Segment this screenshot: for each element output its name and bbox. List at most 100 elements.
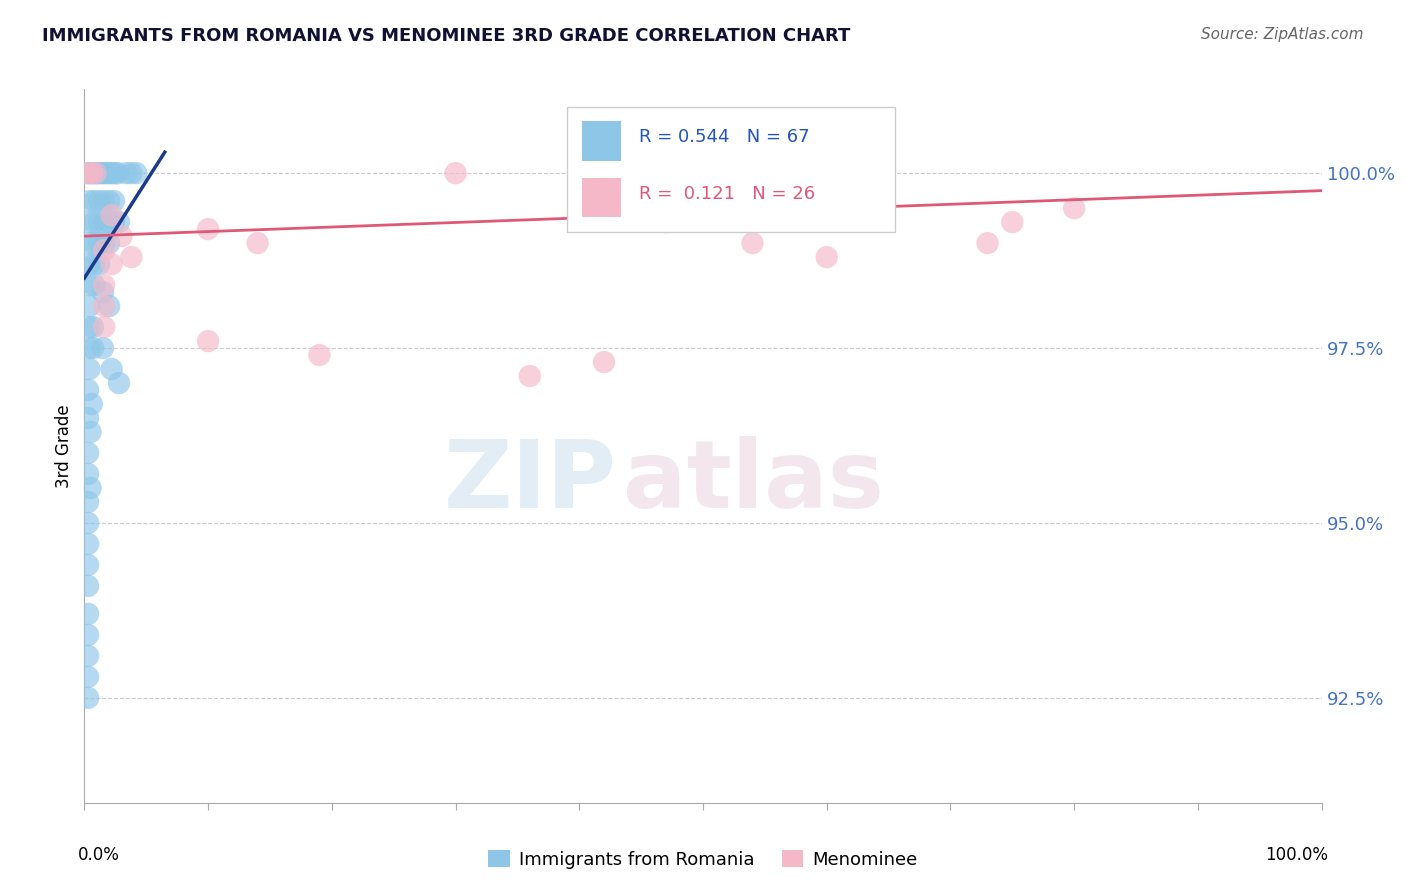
Point bbox=[93, 194, 115, 208]
Text: 0.0%: 0.0% bbox=[79, 846, 120, 863]
Point bbox=[84, 166, 107, 180]
Point bbox=[98, 166, 121, 180]
Point bbox=[110, 229, 132, 244]
Point bbox=[91, 285, 114, 299]
Point bbox=[77, 467, 100, 481]
Point bbox=[308, 348, 330, 362]
Point bbox=[108, 215, 131, 229]
Point bbox=[741, 236, 763, 251]
Point bbox=[98, 194, 121, 208]
Point bbox=[779, 166, 801, 180]
Point bbox=[82, 341, 104, 355]
Legend: Immigrants from Romania, Menominee: Immigrants from Romania, Menominee bbox=[481, 843, 925, 876]
Point bbox=[77, 579, 100, 593]
Point bbox=[444, 166, 467, 180]
Point bbox=[717, 166, 740, 180]
Point bbox=[77, 648, 100, 663]
Point bbox=[108, 376, 131, 390]
Point bbox=[93, 278, 115, 293]
Point bbox=[79, 166, 101, 180]
Point bbox=[80, 166, 103, 180]
Point bbox=[77, 516, 100, 530]
Text: R = 0.544   N = 67: R = 0.544 N = 67 bbox=[638, 128, 810, 146]
Point bbox=[77, 690, 100, 705]
Point bbox=[89, 166, 111, 180]
Point bbox=[79, 481, 101, 495]
Point bbox=[100, 208, 122, 222]
Point bbox=[79, 299, 101, 313]
Point bbox=[89, 236, 111, 251]
Point bbox=[82, 320, 104, 334]
Point bbox=[1063, 201, 1085, 215]
Point bbox=[79, 257, 101, 271]
Point bbox=[83, 278, 105, 293]
Point bbox=[125, 166, 148, 180]
Point bbox=[91, 341, 114, 355]
Point bbox=[94, 166, 117, 180]
Point bbox=[80, 397, 103, 411]
Point bbox=[83, 257, 105, 271]
Point bbox=[197, 334, 219, 348]
Point bbox=[100, 257, 122, 271]
Point bbox=[77, 628, 100, 642]
Point bbox=[93, 299, 115, 313]
Text: R =  0.121   N = 26: R = 0.121 N = 26 bbox=[638, 186, 815, 203]
Point bbox=[519, 369, 541, 384]
Point bbox=[87, 166, 110, 180]
Point bbox=[655, 215, 678, 229]
Point bbox=[93, 243, 115, 257]
Point bbox=[103, 194, 125, 208]
Bar bbox=[582, 178, 621, 217]
Point bbox=[101, 166, 124, 180]
Text: atlas: atlas bbox=[623, 435, 883, 528]
Point bbox=[82, 166, 104, 180]
Point bbox=[98, 299, 121, 313]
Point bbox=[89, 194, 111, 208]
Point bbox=[83, 215, 105, 229]
Text: Source: ZipAtlas.com: Source: ZipAtlas.com bbox=[1201, 27, 1364, 42]
FancyBboxPatch shape bbox=[567, 107, 894, 232]
Point bbox=[77, 446, 100, 460]
Point bbox=[91, 166, 114, 180]
Point bbox=[593, 355, 616, 369]
Point bbox=[103, 215, 125, 229]
Point bbox=[246, 236, 269, 251]
Point bbox=[815, 250, 838, 264]
Bar bbox=[582, 121, 621, 161]
Point bbox=[77, 166, 100, 180]
Point bbox=[1001, 215, 1024, 229]
Point bbox=[77, 166, 100, 180]
Point bbox=[83, 236, 105, 251]
Point bbox=[79, 278, 101, 293]
Point bbox=[77, 495, 100, 509]
Point bbox=[77, 411, 100, 425]
Point bbox=[89, 257, 111, 271]
Point bbox=[120, 250, 142, 264]
Point bbox=[83, 194, 105, 208]
Y-axis label: 3rd Grade: 3rd Grade bbox=[55, 404, 73, 488]
Point bbox=[79, 215, 101, 229]
Point bbox=[77, 670, 100, 684]
Point bbox=[84, 166, 107, 180]
Point bbox=[93, 236, 115, 251]
Point bbox=[79, 425, 101, 439]
Point bbox=[89, 215, 111, 229]
Point bbox=[93, 320, 115, 334]
Point bbox=[976, 236, 998, 251]
Text: IMMIGRANTS FROM ROMANIA VS MENOMINEE 3RD GRADE CORRELATION CHART: IMMIGRANTS FROM ROMANIA VS MENOMINEE 3RD… bbox=[42, 27, 851, 45]
Point bbox=[115, 166, 138, 180]
Point bbox=[77, 537, 100, 551]
Point bbox=[98, 215, 121, 229]
Point bbox=[107, 166, 129, 180]
Point bbox=[77, 558, 100, 572]
Point bbox=[77, 607, 100, 621]
Point bbox=[77, 383, 100, 397]
Point bbox=[79, 194, 101, 208]
Point bbox=[79, 236, 101, 251]
Point bbox=[120, 166, 142, 180]
Point bbox=[79, 320, 101, 334]
Point bbox=[97, 166, 120, 180]
Point bbox=[93, 215, 115, 229]
Point bbox=[79, 341, 101, 355]
Point bbox=[104, 166, 127, 180]
